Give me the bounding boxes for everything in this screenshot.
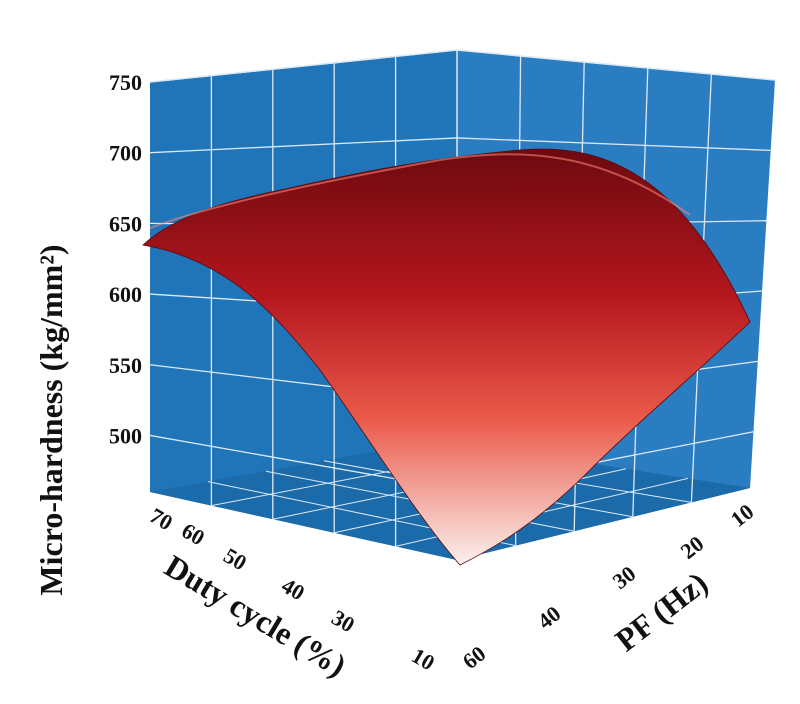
x-axis-title: Duty cycle (%) xyxy=(159,548,353,684)
x-tick-label: 40 xyxy=(278,573,310,606)
y-tick-label: 10 xyxy=(726,499,759,532)
y-tick-label: 40 xyxy=(533,601,566,634)
surface xyxy=(142,148,751,566)
y-tick-label: 60 xyxy=(458,641,491,674)
x-tick-label: 10 xyxy=(408,643,440,676)
z-tick-label: 500 xyxy=(109,423,142,448)
z-tick-label: 550 xyxy=(109,353,142,378)
x-tick-label: 50 xyxy=(220,543,252,576)
surface-ridge-highlight xyxy=(149,153,691,229)
z-axis-title: Micro-hardness (kg/mm²) xyxy=(33,244,69,595)
z-tick-label: 750 xyxy=(109,70,142,95)
y-tick-label: 20 xyxy=(676,531,709,564)
y-tick-label: 30 xyxy=(608,561,641,594)
z-tick-label: 700 xyxy=(109,141,142,166)
x-tick-label: 70 xyxy=(146,503,178,536)
top-edge xyxy=(149,49,776,83)
z-tick-label: 650 xyxy=(109,211,142,236)
x-tick-label: 60 xyxy=(178,518,210,551)
x-tick-label: 30 xyxy=(328,605,360,638)
z-tick-labels: 750 700 650 600 550 500 xyxy=(109,70,142,448)
z-tick-label: 600 xyxy=(109,282,142,307)
grid-line-left-wall xyxy=(149,137,458,154)
grid-line-right-wall xyxy=(456,137,771,151)
